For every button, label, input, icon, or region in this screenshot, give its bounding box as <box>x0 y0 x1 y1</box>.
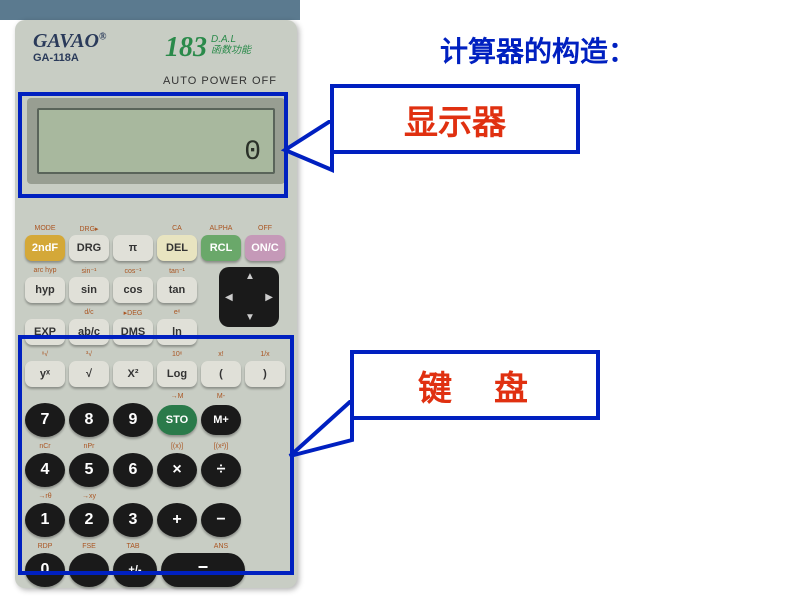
key-del[interactable]: DEL <box>157 235 197 261</box>
keypad-highlight-box <box>18 335 294 575</box>
keypad-callout: 键 盘 <box>350 350 600 420</box>
auto-power-label: AUTO POWER OFF <box>163 75 277 87</box>
model-number: GA-118A <box>33 52 79 64</box>
page-title: 计算器的构造： <box>440 30 636 70</box>
dpad[interactable]: ▲▼◀▶ <box>219 267 279 327</box>
brand-name: GAVAO® <box>33 30 106 53</box>
key-[interactable]: π <box>113 235 153 261</box>
key-hyp[interactable]: hyp <box>25 277 65 303</box>
key-tan[interactable]: tan <box>157 277 197 303</box>
key-row: 2ndFDRGπDELRCLON/C <box>25 235 287 261</box>
display-highlight-box <box>18 92 288 198</box>
series-subtitle: D.A.L函数功能 <box>211 34 251 56</box>
key-rcl[interactable]: RCL <box>201 235 241 261</box>
series-number: 183 <box>165 32 207 64</box>
key-sin[interactable]: sin <box>69 277 109 303</box>
key-2ndf[interactable]: 2ndF <box>25 235 65 261</box>
key-cos[interactable]: cos <box>113 277 153 303</box>
key-alt-labels: MODEDRG▸CAALPHAOFF <box>25 225 287 235</box>
background-strip <box>0 0 300 20</box>
key-onc[interactable]: ON/C <box>245 235 285 261</box>
display-callout: 显示器 <box>330 84 580 154</box>
key-drg[interactable]: DRG <box>69 235 109 261</box>
